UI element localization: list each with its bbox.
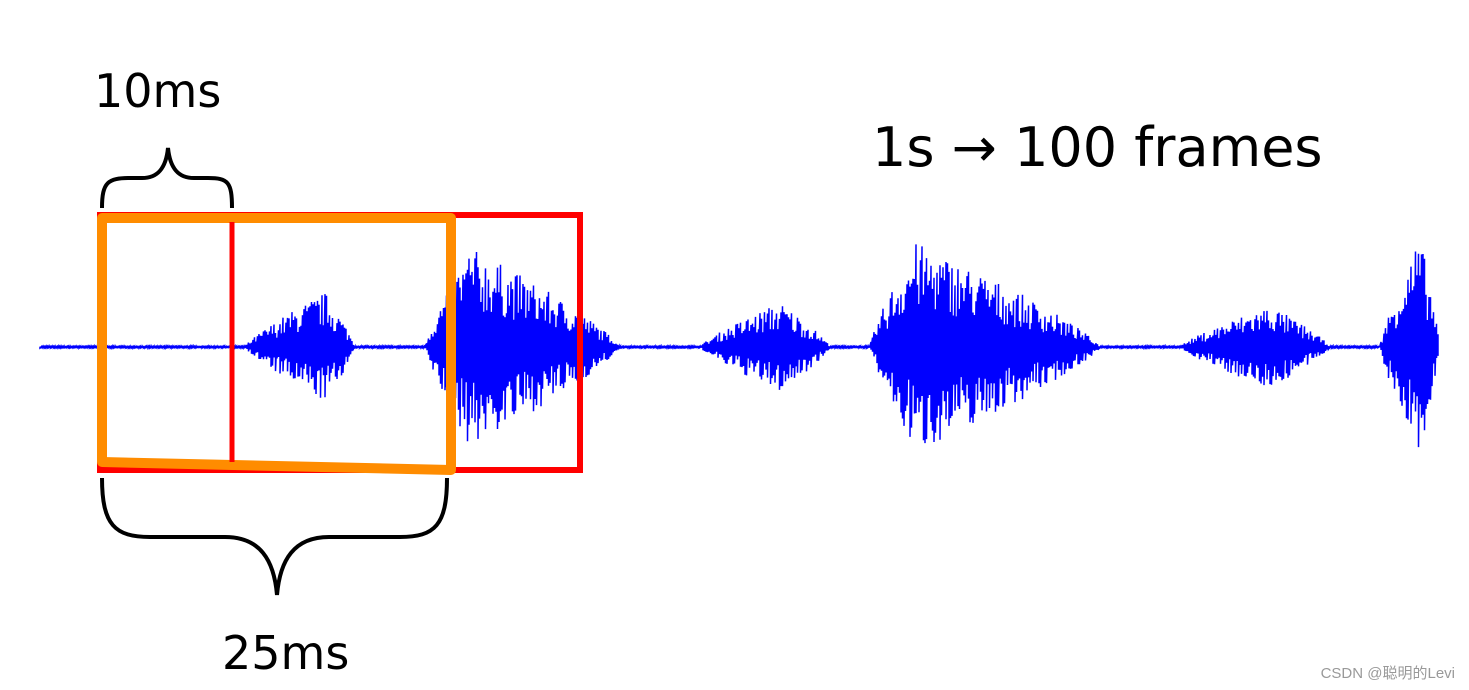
- waveform-trace: [39, 244, 1439, 448]
- audio-waveform: [39, 244, 1439, 448]
- orange-frame-box: [97, 213, 456, 475]
- window-label: 25ms: [222, 626, 350, 680]
- frame-rate-label: 1s → 100 frames: [872, 116, 1323, 179]
- window-brace: [100, 477, 449, 596]
- watermark: CSDN @聪明的Levi: [1320, 665, 1455, 682]
- hop-brace: [100, 147, 234, 209]
- hop-label: 10ms: [94, 64, 222, 118]
